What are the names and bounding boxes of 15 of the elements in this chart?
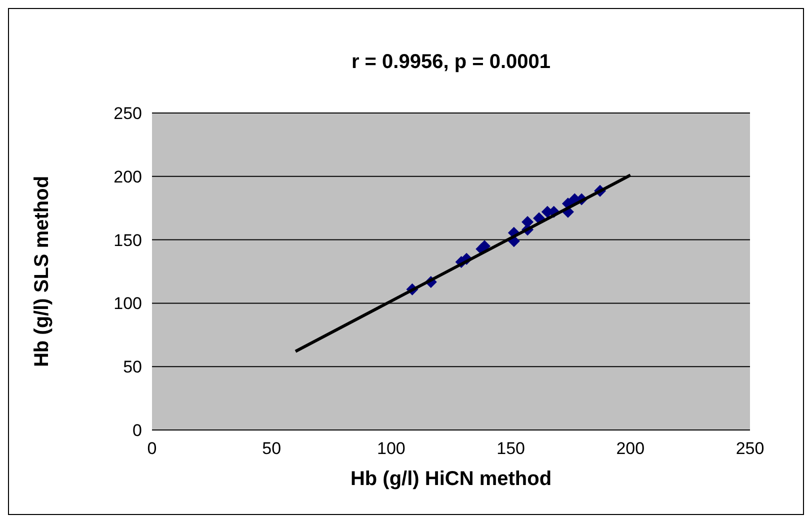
y-axis-title: Hb (g/l) SLS method <box>31 176 53 368</box>
x-tick-label: 250 <box>736 439 764 458</box>
x-tick-label: 150 <box>496 439 525 458</box>
y-tick-label: 0 <box>132 421 142 440</box>
chart-title: r = 0.9956, p = 0.0001 <box>351 51 551 73</box>
x-tick-label: 50 <box>262 439 282 458</box>
y-tick-label: 150 <box>114 230 142 250</box>
x-tick-label: 100 <box>377 439 406 458</box>
x-tick-label: 0 <box>147 439 157 458</box>
y-tick-label: 250 <box>114 104 142 123</box>
y-tick-label: 100 <box>114 294 142 314</box>
x-axis-title: Hb (g/l) HiCN method <box>350 468 552 490</box>
y-tick-label: 50 <box>123 358 142 377</box>
x-tick-label: 200 <box>616 439 645 458</box>
y-tick-label: 200 <box>114 167 142 186</box>
